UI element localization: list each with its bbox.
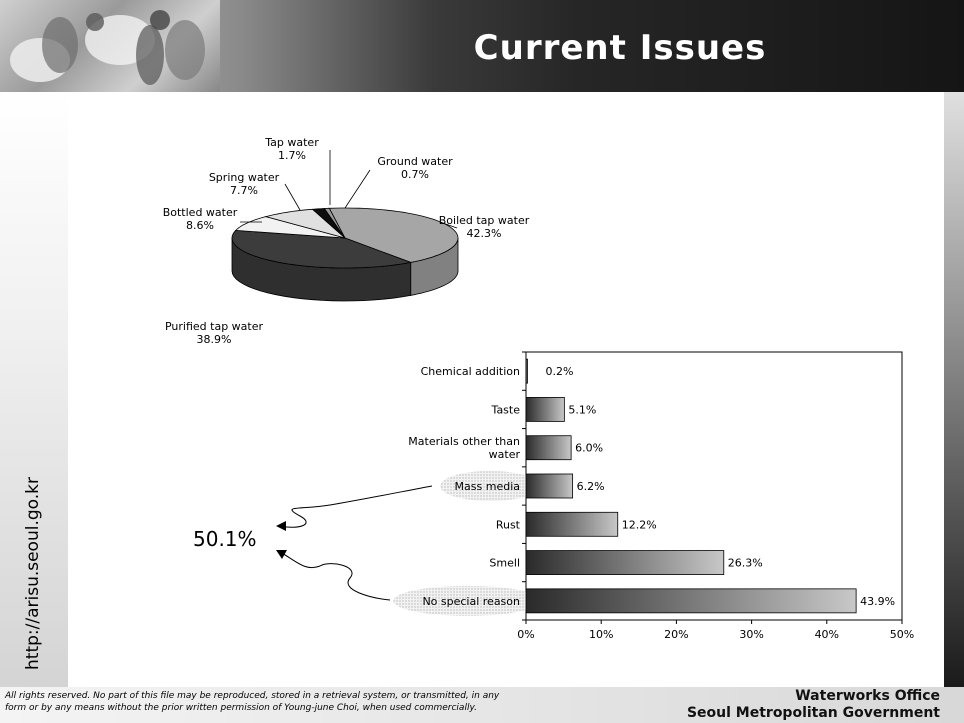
- header-photo: [0, 0, 220, 92]
- callout-arrow-1: [279, 485, 433, 528]
- footer-legal: All rights reserved. No part of this fil…: [5, 690, 565, 714]
- pie-label-1: Purified tap water: [165, 320, 264, 333]
- dancers-photo: [10, 10, 205, 85]
- right-band: [944, 92, 964, 687]
- pie-value-5: 0.7%: [401, 168, 429, 181]
- bar-x-tick-label-4: 40%: [815, 628, 839, 641]
- callout-arrowhead-1: [276, 521, 286, 531]
- bar-value-6: 43.9%: [860, 595, 895, 608]
- bar-6: [525, 588, 857, 614]
- footer-org: Waterworks Office Seoul Metropolitan Gov…: [660, 688, 940, 722]
- bar-label-6-0: No special reason: [422, 595, 520, 608]
- bar-label-4-0: Rust: [496, 518, 521, 531]
- callout-arrow-2: [279, 551, 391, 601]
- pie-label-3: Spring water: [209, 171, 280, 184]
- footer-band: [0, 687, 964, 723]
- bar-label-5-0: Smell: [489, 557, 520, 570]
- bar-value-4: 12.2%: [622, 518, 657, 531]
- bar-x-tick-label-5: 50%: [890, 628, 914, 641]
- bar-plot-area: [525, 351, 903, 621]
- callout-arrowhead-2: [276, 550, 287, 559]
- pie-slice: [264, 208, 346, 239]
- bar-2: [525, 435, 572, 461]
- pie-slice: [234, 216, 346, 239]
- footer-org-line2: Seoul Metropolitan Government: [686, 705, 940, 721]
- pie-slice: [328, 207, 459, 263]
- pie-value-4: 1.7%: [278, 149, 306, 162]
- pie-value-3: 7.7%: [230, 184, 258, 197]
- pie-leader-0: [439, 221, 458, 229]
- slide-title: Current Issues: [473, 28, 767, 68]
- bar-value-3: 6.2%: [577, 480, 605, 493]
- bar-x-tick-label-1: 10%: [589, 628, 613, 641]
- pie-slice: [323, 207, 346, 239]
- bar-x-tick-label-0: 0%: [517, 628, 534, 641]
- bar-value-1: 5.1%: [568, 403, 596, 416]
- bar-value-0: 0.2%: [546, 365, 574, 378]
- pie-value-0: 42.3%: [467, 227, 502, 240]
- bar-value-5: 26.3%: [728, 557, 763, 570]
- bar-highlight-6: [393, 585, 543, 616]
- sidebar-band: [0, 92, 68, 687]
- bar-4: [525, 511, 619, 537]
- callout: 50.1%: [193, 485, 433, 601]
- bar-value-2: 6.0%: [575, 442, 603, 455]
- bar-chart: Chemical addition 0.2% Taste 5.1% Materials …: [393, 351, 914, 641]
- bar-label-2-1: water: [489, 448, 521, 461]
- side-url: http://arisu.seoul.go.kr: [23, 477, 43, 670]
- pie-label-5: Ground water: [377, 155, 453, 168]
- bar-label-2-0: Materials other than: [408, 435, 520, 448]
- pie-leader-5: [344, 169, 371, 209]
- footer-legal-line2: form or by any means without the prior w…: [5, 703, 477, 713]
- bar-label-1-0: Taste: [491, 403, 521, 416]
- pie-label-2: Bottled water: [163, 206, 238, 219]
- pie-label-4: Tap water: [264, 136, 319, 149]
- bar-x-tick-label-2: 20%: [664, 628, 688, 641]
- bar-label-3-0: Mass media: [455, 480, 520, 493]
- pie-label-0: Boiled tap water: [439, 214, 530, 227]
- pie-leader-3: [284, 183, 301, 211]
- footer-org-line1: Waterworks Office: [795, 688, 940, 704]
- footer-legal-line1: All rights reserved. No part of this fil…: [5, 691, 500, 701]
- pie-slice: [231, 229, 413, 269]
- pie-value-2: 8.6%: [186, 219, 214, 232]
- bar-5: [525, 550, 725, 575]
- bar-x-tick-label-3: 30%: [739, 628, 763, 641]
- bar-3: [525, 473, 574, 499]
- side-url-container: http://arisu.seoul.go.kr: [23, 477, 43, 670]
- bar-label-0-0: Chemical addition: [421, 365, 520, 378]
- bar-highlight-3: [440, 471, 540, 501]
- pie-value-1: 38.9%: [197, 333, 232, 346]
- bar-0: [525, 358, 528, 384]
- bar-1: [525, 397, 565, 422]
- callout-value: 50.1%: [193, 527, 257, 551]
